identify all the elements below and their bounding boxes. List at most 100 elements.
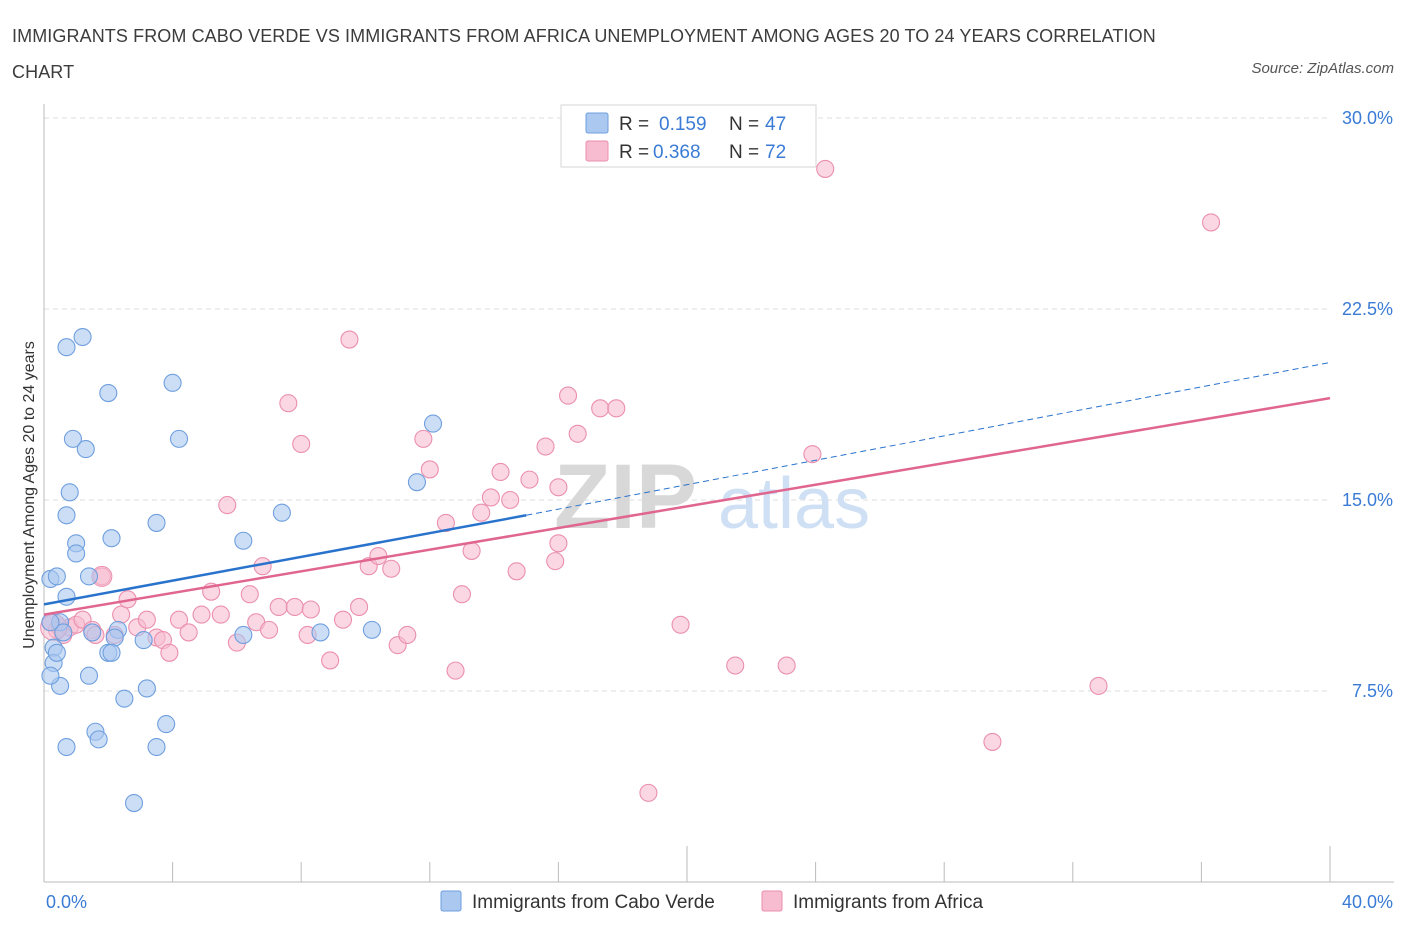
cabo-verde-point [67, 544, 86, 563]
africa-point [983, 732, 1002, 751]
cabo-verde-point [134, 631, 153, 650]
africa-point [285, 597, 304, 617]
africa-point [382, 559, 401, 578]
africa-point [481, 488, 500, 507]
africa-point [340, 330, 359, 349]
africa-point [549, 534, 568, 553]
africa-point [211, 605, 230, 624]
africa-point [472, 503, 491, 522]
y-tick-label: 15.0% [1342, 490, 1393, 510]
cabo-verde-point [147, 737, 166, 757]
y-tick-labels: 7.5% 15.0% 22.5% 30.0% [1342, 108, 1393, 701]
africa-point [350, 597, 369, 617]
africa-point [259, 620, 279, 639]
africa-point [420, 460, 439, 479]
africa-point [321, 651, 340, 670]
cabo-verde-point [89, 730, 108, 749]
legend-swatch-pink [585, 140, 609, 162]
x-tick-label: 40.0% [1342, 892, 1393, 912]
bottom-legend: Immigrants from Cabo Verde Immigrants fr… [440, 890, 983, 913]
cabo-verde-point [272, 503, 291, 522]
legend-r-label-blue: R = [619, 114, 649, 135]
africa-point [1089, 676, 1108, 695]
africa-point [803, 445, 822, 464]
cabo-verde-point [73, 327, 92, 347]
watermark: ZIP atlas [554, 446, 870, 548]
africa-point [301, 600, 320, 619]
chart-title: IMMIGRANTS FROM CABO VERDE VS IMMIGRANTS… [12, 26, 1156, 82]
cabo-verde-point [234, 531, 253, 550]
africa-point [816, 159, 835, 178]
trend-lines [43, 361, 1331, 616]
bottom-legend-label-pink: Immigrants from Africa [793, 892, 983, 913]
legend-r-value-pink: 0.368 [653, 142, 701, 163]
africa-point [240, 585, 259, 604]
cabo-verde-point [234, 625, 253, 645]
cabo-verde-point [105, 628, 124, 647]
axes [43, 104, 1394, 883]
africa-point [292, 434, 311, 454]
cabo-verde-point [79, 666, 99, 685]
africa-point [218, 496, 237, 515]
africa-point [169, 610, 189, 629]
africa-point [536, 437, 555, 456]
africa-point [436, 513, 455, 532]
bottom-legend-label-blue: Immigrants from Cabo Verde [472, 892, 715, 913]
africa-point [398, 625, 417, 645]
africa-point [726, 656, 745, 675]
africa-point [414, 429, 433, 448]
cabo-verde-point [76, 440, 95, 459]
bottom-legend-swatch-pink [761, 890, 783, 912]
y-tick-label: 30.0% [1342, 108, 1393, 128]
cabo-verde-point [79, 567, 99, 586]
cabo-verde-point [115, 689, 134, 708]
africa-point [369, 546, 388, 566]
cabo-verde-point [163, 373, 182, 392]
africa-point [501, 490, 520, 510]
cabo-verde-point [407, 473, 426, 492]
africa-point [446, 661, 465, 680]
cabo-verde-point [63, 429, 82, 448]
africa-point [269, 597, 288, 617]
top-legend: R = 0.159 N = 47 R = 0.368 N = 72 [560, 104, 817, 168]
africa-point [520, 470, 539, 489]
cabo-verde-point [102, 643, 121, 662]
cabo-verde-point [423, 414, 443, 433]
africa-point [160, 643, 179, 662]
africa-point [137, 610, 156, 629]
cabo-verde-point [169, 429, 189, 448]
cabo-verde-point [57, 737, 76, 757]
africa-trend-line [43, 396, 1331, 616]
africa-point [558, 386, 578, 405]
cabo-verde-point [83, 623, 102, 642]
cabo-verde-point [311, 623, 330, 642]
cabo-verde-point [157, 715, 176, 734]
legend-swatch-blue [585, 112, 609, 134]
cabo-verde-point [147, 513, 166, 532]
legend-n-value-pink: 72 [765, 142, 786, 163]
cabo-verde-point [57, 338, 76, 357]
africa-point [591, 399, 610, 418]
watermark-zip: ZIP [554, 446, 697, 548]
series-cabo-verde-points [41, 327, 443, 813]
africa-point [333, 610, 353, 629]
africa-point [568, 424, 587, 443]
cabo-verde-point [41, 613, 60, 632]
africa-point [671, 615, 690, 634]
cabo-verde-point [99, 383, 118, 403]
cabo-verde-point [57, 506, 76, 525]
legend-r-value-blue: 0.159 [659, 114, 707, 135]
africa-point [491, 462, 510, 482]
bottom-legend-swatch-blue [440, 890, 462, 912]
x-tick-label: 0.0% [46, 892, 87, 912]
africa-point [607, 399, 626, 418]
africa-point [639, 783, 658, 802]
legend-n-value-blue: 47 [765, 114, 786, 135]
y-axis-label: Unemployment Among Ages 20 to 24 years [21, 341, 38, 649]
africa-point [179, 623, 198, 642]
africa-point [546, 552, 565, 571]
legend-r-label-pink: R = [619, 142, 649, 163]
cabo-verde-point [137, 679, 156, 698]
africa-point [462, 541, 481, 560]
